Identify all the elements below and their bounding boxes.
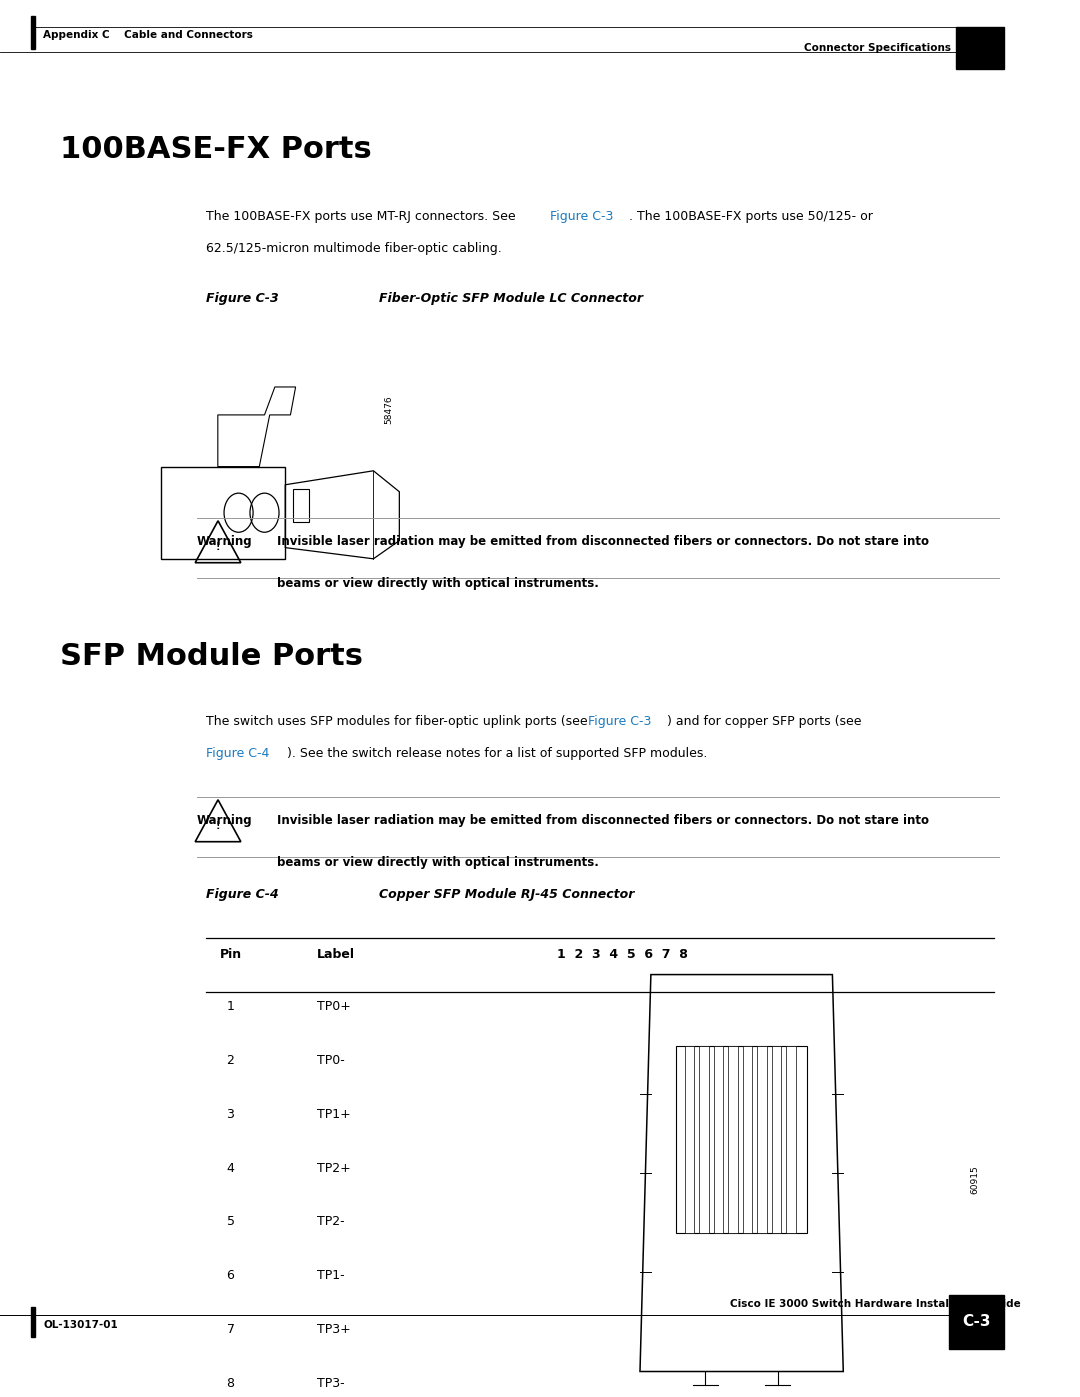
Text: Label: Label bbox=[316, 947, 355, 961]
Text: Figure C-3: Figure C-3 bbox=[588, 715, 651, 728]
Bar bbox=[786, 1046, 796, 1232]
Text: Warning: Warning bbox=[197, 814, 253, 827]
Text: Warning: Warning bbox=[197, 535, 253, 548]
Text: Figure C-4: Figure C-4 bbox=[206, 888, 280, 901]
Text: TP0+: TP0+ bbox=[316, 1000, 351, 1013]
Bar bbox=[949, 1295, 1003, 1348]
Text: Figure C-4: Figure C-4 bbox=[206, 747, 270, 760]
Text: 2: 2 bbox=[227, 1053, 234, 1067]
Text: 1  2  3  4  5  6  7  8: 1 2 3 4 5 6 7 8 bbox=[557, 947, 688, 961]
Text: 6: 6 bbox=[227, 1268, 234, 1282]
Text: 62.5/125-micron multimode fiber-optic cabling.: 62.5/125-micron multimode fiber-optic ca… bbox=[206, 242, 502, 256]
Bar bbox=[772, 1046, 781, 1232]
Text: SFP Module Ports: SFP Module Ports bbox=[59, 643, 363, 671]
Text: The 100BASE-FX ports use MT-RJ connectors. See: The 100BASE-FX ports use MT-RJ connector… bbox=[206, 210, 521, 224]
Bar bbox=[30, 15, 35, 49]
Text: 60915: 60915 bbox=[970, 1165, 980, 1194]
Text: beams or view directly with optical instruments.: beams or view directly with optical inst… bbox=[276, 577, 598, 590]
Text: Fiber-Optic SFP Module LC Connector: Fiber-Optic SFP Module LC Connector bbox=[379, 292, 644, 305]
Text: 8: 8 bbox=[227, 1376, 234, 1390]
Text: !: ! bbox=[216, 821, 220, 831]
Text: Invisible laser radiation may be emitted from disconnected fibers or connectors.: Invisible laser radiation may be emitted… bbox=[276, 814, 929, 827]
Text: beams or view directly with optical instruments.: beams or view directly with optical inst… bbox=[276, 856, 598, 869]
Bar bbox=[685, 1046, 694, 1232]
Text: C-3: C-3 bbox=[962, 1315, 990, 1330]
Text: Cisco IE 3000 Switch Hardware Installation Guide: Cisco IE 3000 Switch Hardware Installati… bbox=[730, 1299, 1021, 1309]
Text: ). See the switch release notes for a list of supported SFP modules.: ). See the switch release notes for a li… bbox=[287, 747, 707, 760]
Text: Figure C-3: Figure C-3 bbox=[551, 210, 613, 224]
Text: 100BASE-FX Ports: 100BASE-FX Ports bbox=[59, 136, 372, 163]
Text: Invisible laser radiation may be emitted from disconnected fibers or connectors.: Invisible laser radiation may be emitted… bbox=[276, 535, 929, 548]
Bar bbox=[743, 1046, 753, 1232]
Bar bbox=[699, 1046, 708, 1232]
Text: Connector Specifications: Connector Specifications bbox=[804, 43, 950, 53]
Text: 5: 5 bbox=[227, 1215, 234, 1228]
Text: 7: 7 bbox=[227, 1323, 234, 1336]
Text: Pin: Pin bbox=[219, 947, 242, 961]
Text: !: ! bbox=[216, 542, 220, 552]
Bar bbox=[293, 489, 309, 522]
Text: Figure C-3: Figure C-3 bbox=[206, 292, 280, 305]
Text: 3: 3 bbox=[227, 1108, 234, 1120]
Bar bbox=[956, 27, 1003, 68]
Text: 58476: 58476 bbox=[384, 395, 393, 425]
Text: Copper SFP Module RJ-45 Connector: Copper SFP Module RJ-45 Connector bbox=[379, 888, 635, 901]
Text: TP0-: TP0- bbox=[316, 1053, 345, 1067]
Bar bbox=[728, 1046, 738, 1232]
Text: Appendix C    Cable and Connectors: Appendix C Cable and Connectors bbox=[43, 31, 253, 41]
Text: . The 100BASE-FX ports use 50/125- or: . The 100BASE-FX ports use 50/125- or bbox=[629, 210, 873, 224]
Text: TP1-: TP1- bbox=[316, 1268, 345, 1282]
Text: The switch uses SFP modules for fiber-optic uplink ports (see: The switch uses SFP modules for fiber-op… bbox=[206, 715, 592, 728]
Text: TP2-: TP2- bbox=[316, 1215, 345, 1228]
Bar bbox=[30, 1306, 35, 1337]
Text: 4: 4 bbox=[227, 1161, 234, 1175]
Bar bbox=[714, 1046, 724, 1232]
Text: 1: 1 bbox=[227, 1000, 234, 1013]
Text: ) and for copper SFP ports (see: ) and for copper SFP ports (see bbox=[666, 715, 861, 728]
Bar bbox=[757, 1046, 767, 1232]
Text: OL-13017-01: OL-13017-01 bbox=[43, 1320, 118, 1330]
Text: TP1+: TP1+ bbox=[316, 1108, 351, 1120]
Text: TP2+: TP2+ bbox=[316, 1161, 351, 1175]
Text: TP3-: TP3- bbox=[316, 1376, 345, 1390]
Text: TP3+: TP3+ bbox=[316, 1323, 351, 1336]
